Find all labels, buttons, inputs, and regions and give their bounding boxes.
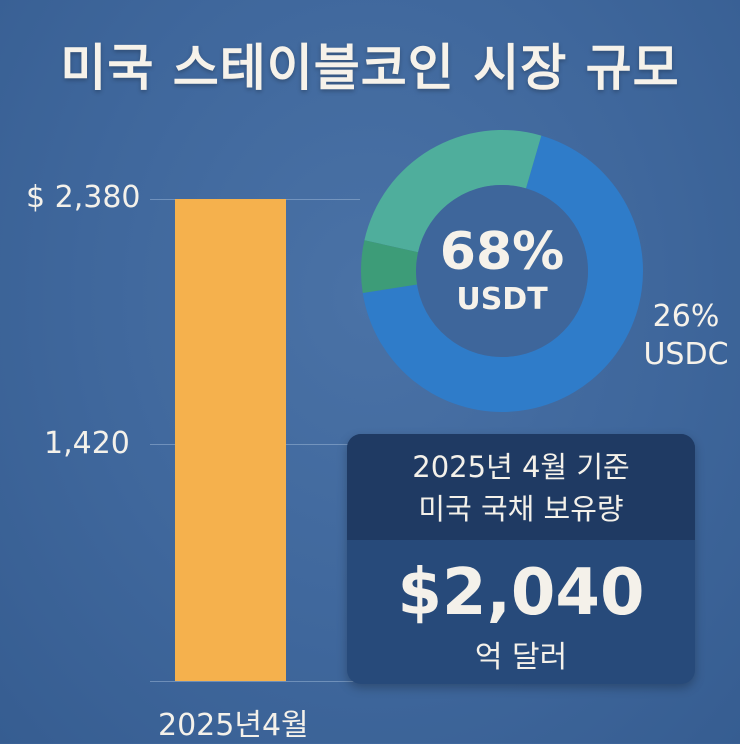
usdc-percent: 26% [652, 299, 720, 334]
usdt-percent: 68% [439, 222, 565, 282]
usdc-label: USDC [643, 337, 729, 372]
y-tick-label: 1,420 [44, 426, 130, 461]
gridline-bottom [150, 681, 360, 682]
donut-center-label: 68% USDT [420, 222, 584, 317]
card-amount: $2,040 [397, 556, 645, 630]
card-line1: 2025년 4월 기준 [412, 450, 630, 484]
treasury-card: 2025년 4월 기준 미국 국채 보유량 $2,040 억 달러 [347, 434, 695, 684]
card-header: 2025년 4월 기준 미국 국채 보유량 [347, 434, 695, 540]
usdt-label: USDT [456, 282, 548, 317]
bar-2025-04 [175, 199, 286, 681]
card-unit: 억 달러 [474, 640, 568, 675]
donut-slice-usdt [362, 135, 643, 413]
donut-slice-usdc [364, 129, 542, 253]
donut-hole [416, 185, 588, 357]
x-tick-label: 2025년4월 [158, 708, 309, 743]
donut-slice-other [360, 240, 419, 294]
page-title: 미국 스테이블코인 시장 규모 [60, 39, 680, 97]
usdc-legend: 26% USDC [634, 298, 738, 374]
y-tick-label: $ 2,380 [26, 180, 141, 215]
card-line2: 미국 국채 보유량 [418, 492, 624, 526]
